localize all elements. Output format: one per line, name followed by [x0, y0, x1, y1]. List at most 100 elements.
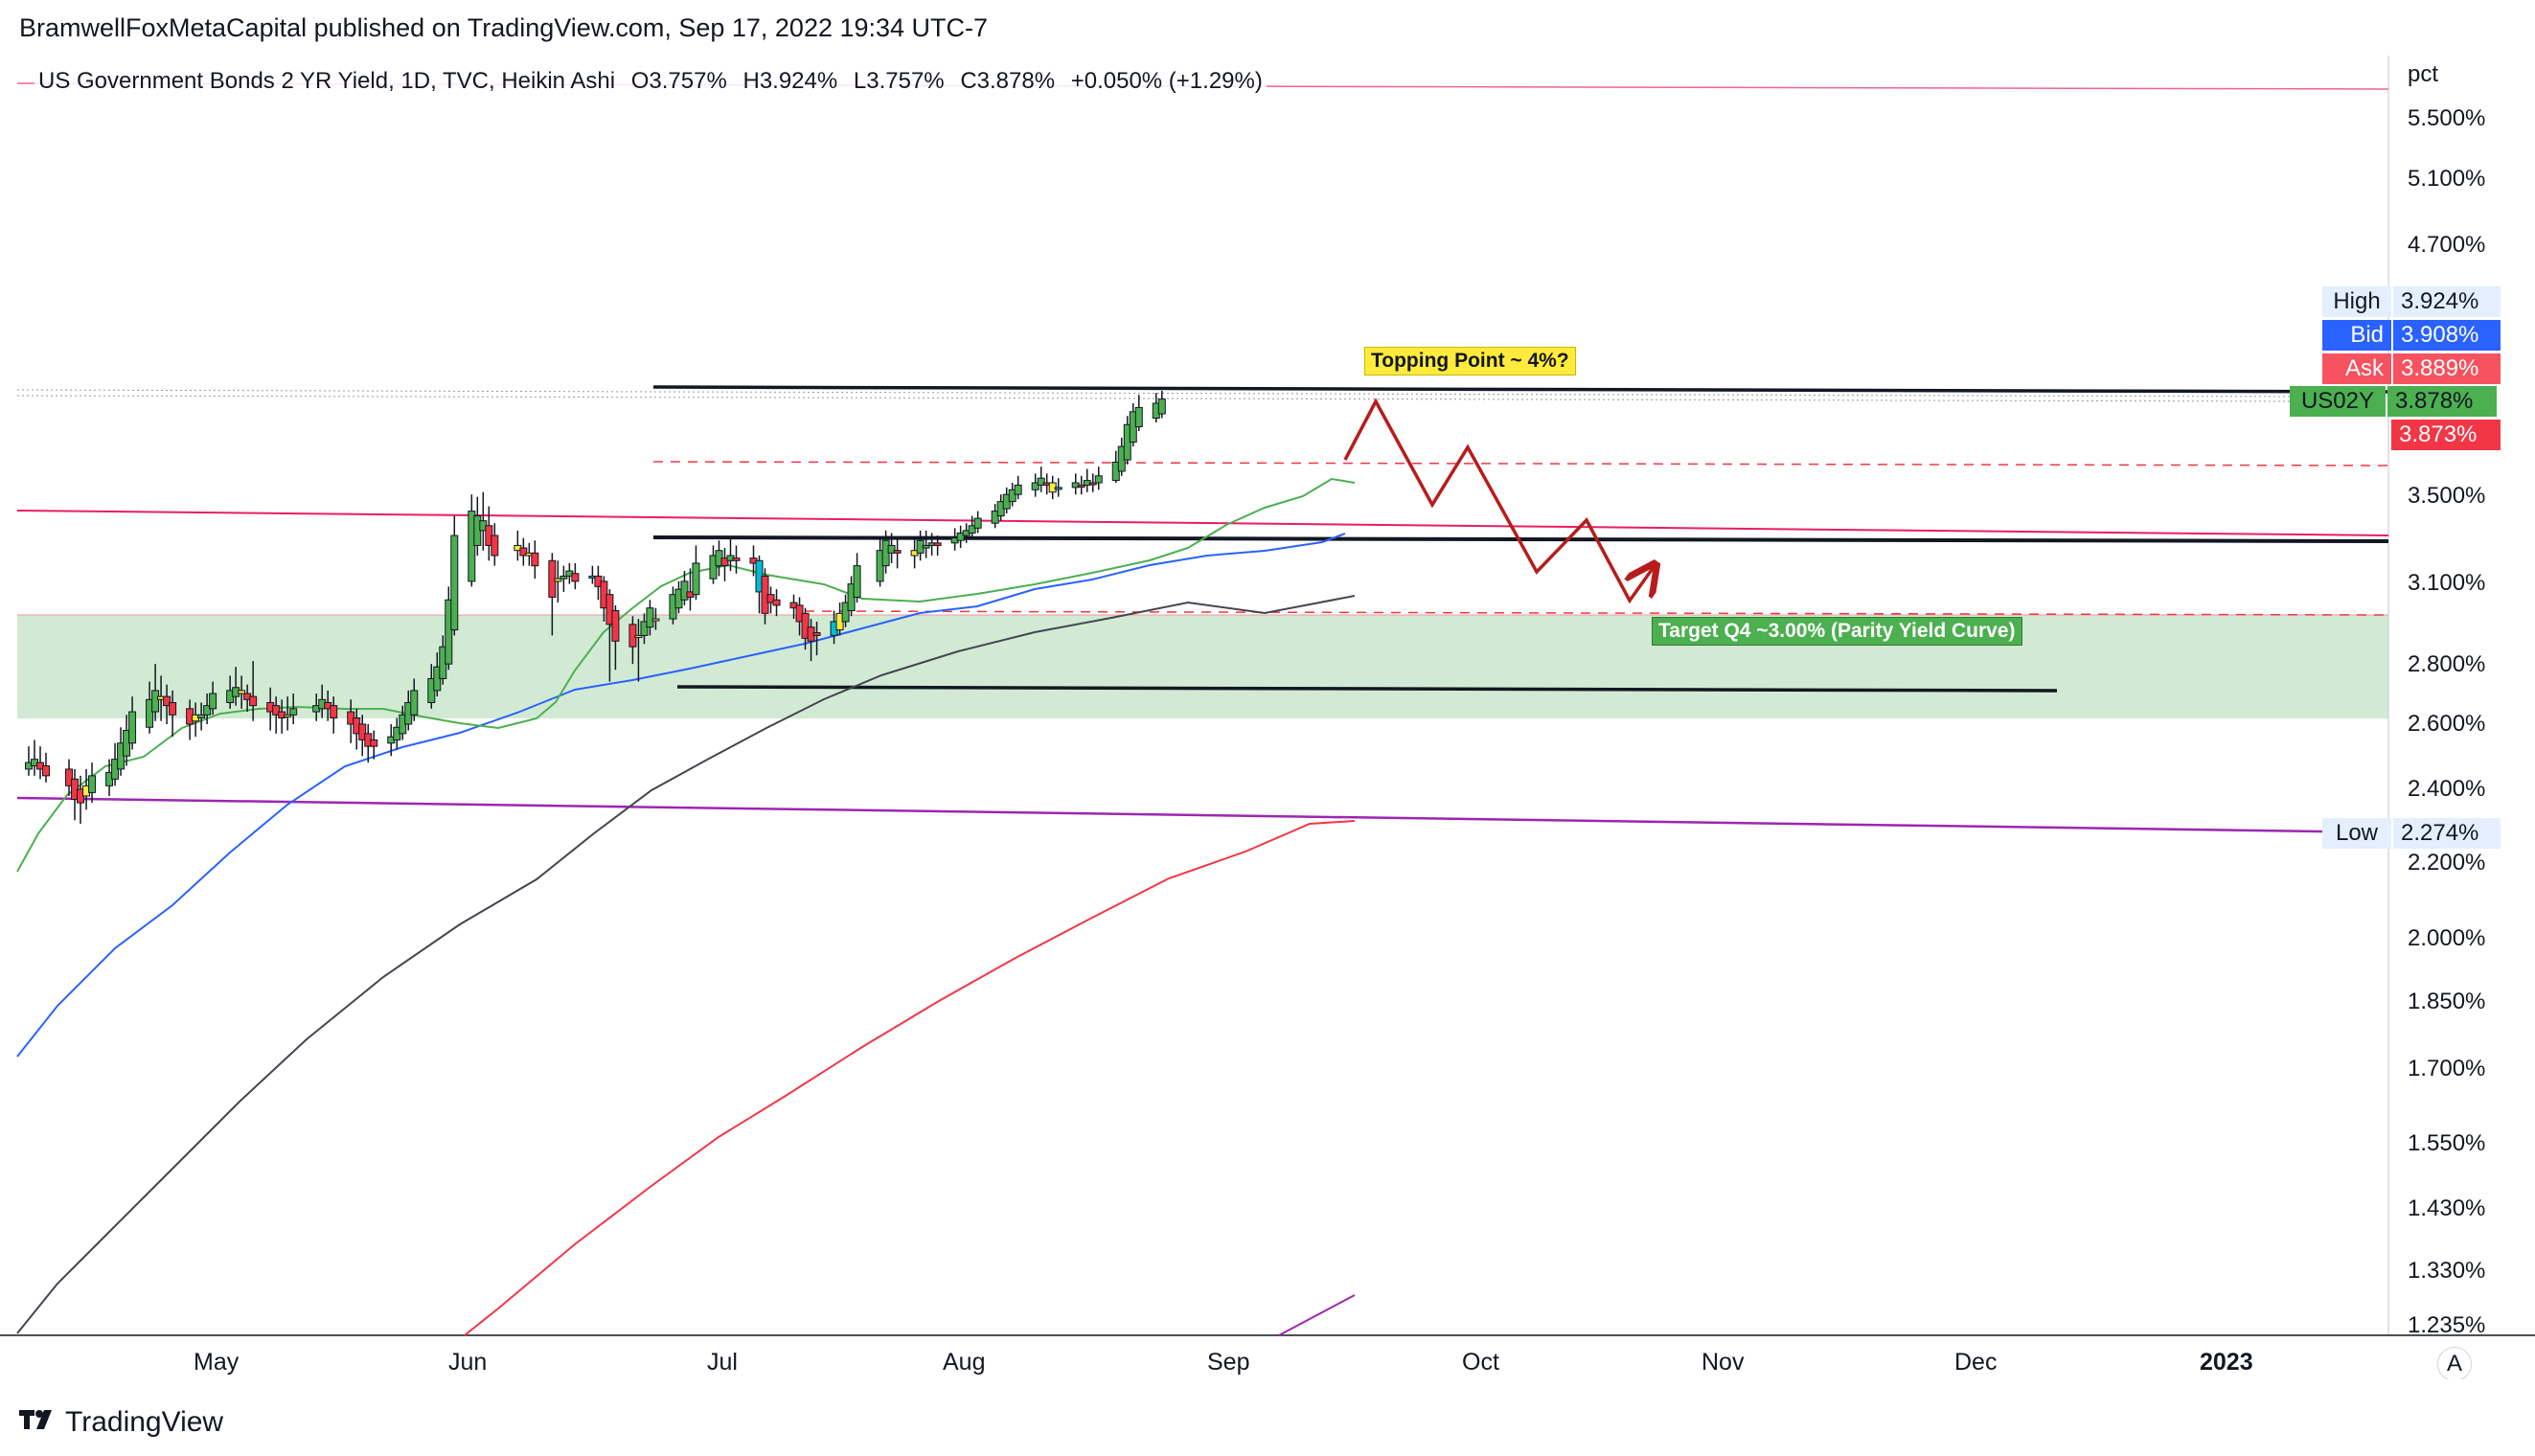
trendline-purple-low [1278, 1294, 1356, 1336]
time-axis[interactable]: May Jun Jul Aug Sep Oct Nov Dec 2023 [0, 1337, 2388, 1379]
time-label: 2023 [2200, 1349, 2253, 1376]
candle [358, 715, 367, 757]
red-dashed-upper [652, 461, 2389, 466]
tradingview-logo-text: TradingView [65, 1406, 224, 1438]
candle [692, 545, 700, 601]
low-tag-label: Low [2322, 818, 2391, 849]
high-tag: High 3.924% [2322, 286, 2501, 317]
target-note[interactable]: Target Q4 ~3.00% (Parity Yield Curve) [1652, 617, 2022, 646]
time-label: Jul [707, 1349, 738, 1376]
ask-tag-label: Ask [2322, 353, 2391, 384]
candle [249, 661, 258, 721]
low-tag: Low 2.274% [2322, 818, 2501, 849]
last-price-tag-label: US02Y [2290, 386, 2386, 417]
last-price-tag: US02Y 3.878% [2290, 386, 2497, 417]
candle [1157, 390, 1166, 419]
tradingview-logo[interactable]: TradingView [19, 1406, 223, 1439]
candle [560, 565, 568, 592]
ask-tag-value: 3.889% [2393, 353, 2501, 384]
candle [1134, 395, 1143, 432]
candle [1031, 473, 1039, 497]
topping-point-note[interactable]: Topping Point ~ 4%? [1364, 347, 1576, 375]
candle [640, 613, 649, 645]
candle [238, 675, 246, 709]
candle [651, 607, 660, 630]
candle [841, 594, 850, 627]
candle [853, 553, 861, 603]
candle [468, 494, 476, 587]
price-tick: 2.200% [2408, 850, 2486, 876]
candle [514, 530, 522, 561]
candle [445, 586, 453, 671]
header-bar: BramwellFoxMetaCapital published on Trad… [0, 0, 2535, 56]
candle [1037, 466, 1045, 492]
mid-support-line[interactable] [652, 535, 2389, 543]
price-tick: 2.600% [2408, 711, 2486, 737]
price-tick: 1.235% [2408, 1312, 2486, 1338]
candle [1071, 473, 1080, 495]
support-zone [17, 615, 2388, 718]
price-tick: 2.000% [2408, 925, 2486, 951]
candles-group [25, 390, 1166, 824]
time-label: Nov [1701, 1349, 1745, 1376]
candle [1083, 468, 1091, 492]
time-label: Aug [943, 1349, 986, 1376]
candle [973, 511, 982, 534]
candle [330, 696, 338, 734]
candle [450, 515, 459, 636]
legend-low: L3.757% [853, 68, 945, 94]
candle [1088, 473, 1097, 492]
candle [197, 702, 206, 731]
last-price-dotted-line-2 [16, 395, 2291, 402]
candle [1014, 475, 1022, 500]
candle [519, 537, 528, 566]
auto-scale-button[interactable]: A [2437, 1347, 2472, 1381]
high-tag-label: High [2322, 286, 2391, 317]
last-price-tag-value: 3.878% [2387, 386, 2497, 417]
candle [720, 548, 729, 581]
candle [554, 560, 562, 603]
price-tick: 5.500% [2408, 105, 2486, 131]
price-tick: 2.400% [2408, 776, 2486, 802]
prev-price-tag: 3.873% [2391, 420, 2501, 450]
candle [968, 515, 976, 538]
legend-change: +0.050% (+1.29%) [1070, 68, 1263, 94]
ma100-line [16, 595, 1356, 1334]
bottom-support-line[interactable] [676, 685, 2058, 693]
legend-high: H3.924% [742, 68, 838, 94]
price-axis-unit: pct [2408, 61, 2439, 87]
candle [680, 571, 689, 605]
candle [284, 696, 292, 731]
candle [887, 533, 896, 563]
price-tick: 3.500% [2408, 483, 2486, 509]
price-tick: 1.430% [2408, 1195, 2486, 1221]
candle [163, 684, 171, 724]
symbol-legend[interactable]: US Government Bonds 2 YR Yield, 1D, TVC,… [34, 67, 1267, 96]
resistance-line[interactable] [652, 385, 2389, 394]
candle [766, 586, 775, 614]
bid-tag: Bid 3.908% [2322, 320, 2501, 351]
price-tick: 4.700% [2408, 232, 2486, 258]
candle [88, 762, 97, 804]
legend-close: C3.878% [960, 68, 1056, 94]
candle [772, 589, 781, 617]
candle [991, 504, 999, 529]
candle [42, 752, 51, 783]
candle [922, 530, 930, 558]
time-label: May [194, 1349, 240, 1376]
candle [289, 694, 298, 724]
price-tick: 1.330% [2408, 1258, 2486, 1284]
candle [956, 525, 965, 549]
candle [209, 681, 217, 716]
candle [571, 562, 580, 590]
legend-open: O3.757% [630, 68, 727, 94]
candle [169, 690, 177, 738]
price-axis[interactable]: pct 5.500% 5.100% 4.700% 3.500% 3.100% 2… [2390, 56, 2535, 1338]
candle [151, 664, 160, 721]
last-price-dotted-line [16, 389, 2291, 398]
price-tick: 1.700% [2408, 1056, 2486, 1081]
price-tick: 1.550% [2408, 1130, 2486, 1156]
footer-bar [0, 1379, 2535, 1456]
candle [65, 759, 74, 796]
